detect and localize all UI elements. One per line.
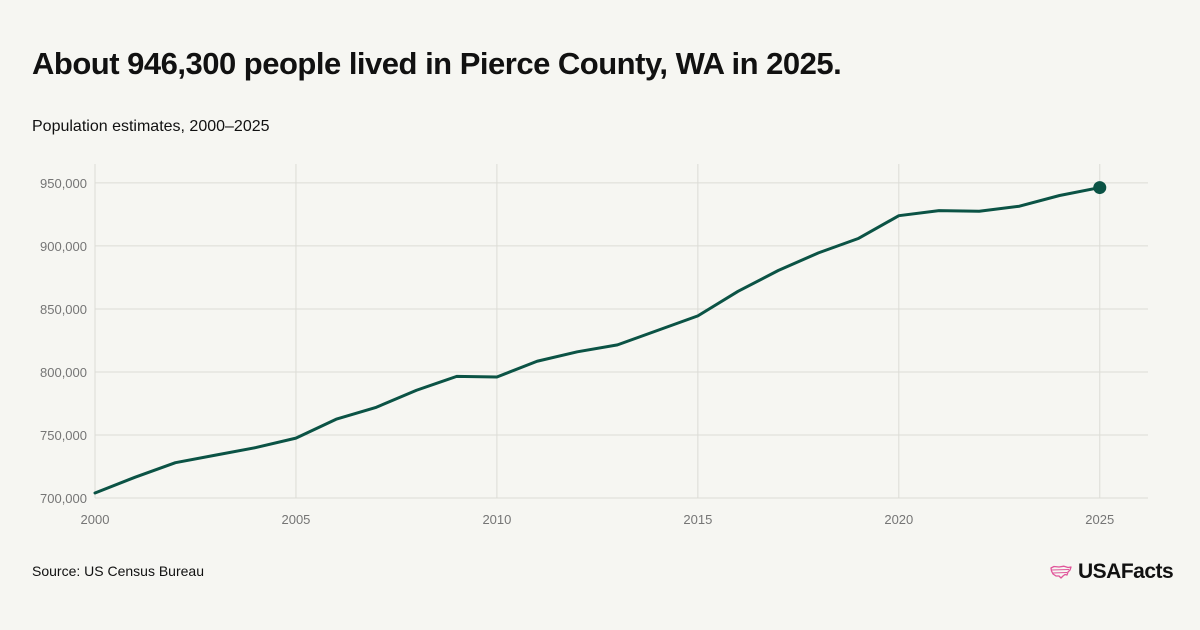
us-map-icon — [1050, 565, 1072, 579]
source-note: Source: US Census Bureau — [32, 563, 204, 579]
x-tick-label: 2020 — [884, 512, 913, 527]
population-line — [93, 186, 1102, 495]
y-tick-label: 950,000 — [40, 176, 87, 191]
chart-title: About 946,300 people lived in Pierce Cou… — [32, 46, 842, 81]
x-tick-label: 2010 — [482, 512, 511, 527]
tick-label-layer: 2000 2005 2010 2015 2020 2025 700,000 750,000 80… — [40, 176, 1114, 527]
x-tick-label: 2015 — [683, 512, 712, 527]
x-tick-label: 2025 — [1085, 512, 1114, 527]
grid-layer — [94, 164, 1148, 499]
endpoint-marker — [1093, 181, 1107, 195]
brand-logo[interactable]: USAFacts — [1050, 560, 1174, 584]
y-tick-label: 900,000 — [40, 239, 87, 254]
x-tick-label: 2000 — [81, 512, 110, 527]
brand-name: USAFacts — [1078, 560, 1174, 583]
y-tick-label: 750,000 — [40, 428, 87, 443]
y-tick-label: 800,000 — [40, 365, 87, 380]
y-tick-label: 850,000 — [40, 302, 87, 317]
series-layer — [93, 181, 1107, 495]
y-tick-label: 700,000 — [40, 491, 87, 506]
chart-subtitle: Population estimates, 2000–2025 — [32, 118, 270, 135]
x-tick-label: 2005 — [281, 512, 310, 527]
